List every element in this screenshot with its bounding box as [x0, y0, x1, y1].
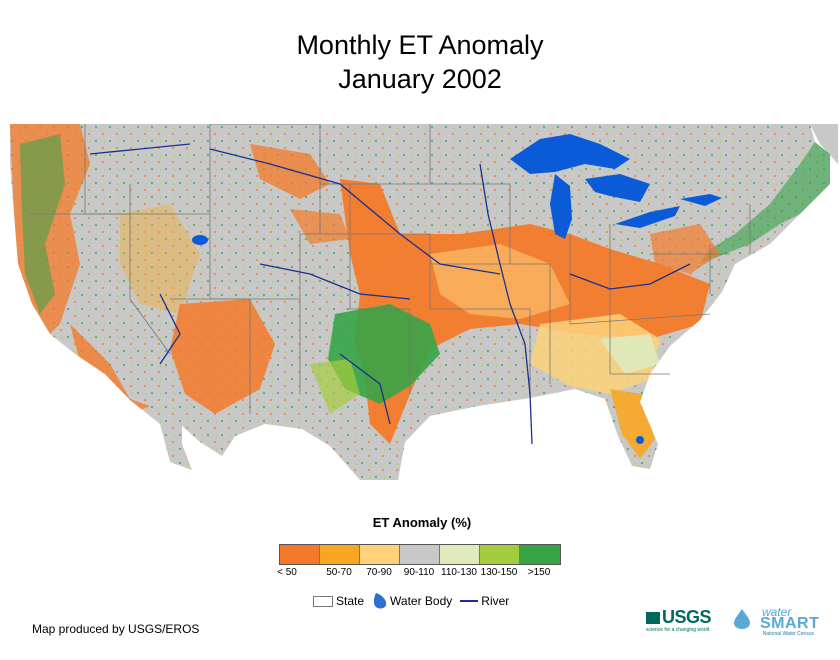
lake-ontario — [680, 194, 722, 206]
map-svg — [10, 124, 838, 480]
legend-swatch-70-90 — [360, 545, 400, 564]
watersmart-water-text: water — [762, 605, 792, 619]
legend-label-lt50: < 50 — [277, 567, 297, 578]
watersmart-smart-text: SMART — [760, 615, 820, 632]
water-drop-icon — [373, 593, 387, 609]
state-label: State — [336, 594, 365, 608]
reference-legend: State Water Body River — [313, 592, 517, 610]
anomaly-region-southwest — [170, 299, 275, 414]
water-label: Water Body — [390, 594, 453, 608]
great-salt-lake — [192, 235, 208, 245]
legend-color-bar — [279, 544, 561, 565]
rivers — [89, 143, 691, 445]
legend-swatch-lt50 — [280, 545, 320, 564]
lake-okeechobee — [636, 436, 644, 444]
ref-item-state: State — [313, 594, 364, 608]
watersmart-subtitle: National Water Census — [762, 631, 814, 637]
legend-label-90-110: 90-110 — [403, 567, 435, 578]
legend-label-gt150: >150 — [527, 567, 551, 578]
title-line-2: January 2002 — [338, 64, 502, 94]
river-label: River — [481, 594, 510, 608]
ref-item-water: Water Body — [372, 592, 452, 610]
legend-title: ET Anomaly (%) — [372, 515, 472, 530]
river-symbol — [460, 600, 479, 602]
usgs-wordmark: USGS — [646, 607, 722, 627]
lake-michigan — [550, 174, 572, 239]
legend-label-110-130: 110-130 — [441, 567, 477, 578]
watersmart-drop-icon — [734, 609, 750, 629]
legend-label-70-90: 70-90 — [366, 567, 392, 578]
lake-huron — [585, 174, 650, 202]
usgs-text: USGS — [662, 607, 712, 627]
lake-superior — [510, 134, 630, 174]
title-line-1: Monthly ET Anomaly — [296, 30, 544, 60]
usgs-emblem-icon — [646, 612, 660, 624]
state-borders — [30, 124, 751, 414]
et-anomaly-map — [10, 124, 838, 480]
anomaly-region-texas-green — [328, 304, 440, 404]
usgs-logo: USGS science for a changing world — [646, 607, 722, 635]
legend-swatch-130-150 — [480, 545, 520, 564]
legend-label-130-150: 130-150 — [480, 567, 518, 578]
map-credit: Map produced by USGS/EROS — [32, 622, 200, 636]
usgs-tagline: science for a changing world — [646, 627, 710, 633]
legend-swatch-90-110 — [400, 545, 440, 564]
legend-label-50-70: 50-70 — [326, 567, 352, 578]
legend-swatch-gt150 — [520, 545, 560, 564]
great-lakes — [192, 134, 722, 444]
lake-erie — [615, 206, 680, 228]
state-symbol — [313, 595, 333, 607]
legend-labels: < 50 50-70 70-90 90-110 110-130 130-150 … — [277, 567, 564, 581]
watersmart-logo: water SMART National Water Census — [728, 605, 819, 639]
map-title: Monthly ET Anomaly January 2002 — [0, 28, 840, 96]
legend-swatch-50-70 — [320, 545, 360, 564]
legend-swatch-110-130 — [440, 545, 480, 564]
ref-item-river: River — [460, 594, 509, 608]
